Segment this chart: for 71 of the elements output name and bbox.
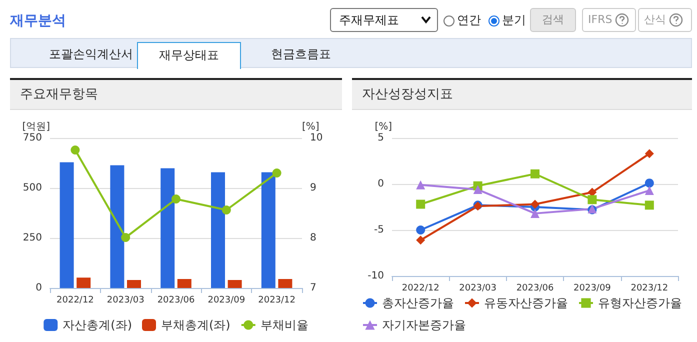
point <box>644 149 654 158</box>
legend-label: 유동자산증가율 <box>484 296 568 310</box>
y-axis-title: [억원] <box>22 122 50 132</box>
point <box>644 178 654 188</box>
point <box>70 146 80 154</box>
bar <box>127 280 141 288</box>
text: 산식 <box>638 8 692 32</box>
bar <box>228 280 242 288</box>
text: 주재무제표 <box>330 8 438 32</box>
x-tick-label: 2023/03 <box>106 296 144 306</box>
bar <box>177 279 192 288</box>
point <box>272 168 282 178</box>
y-axis-title: [%] <box>374 122 392 132</box>
x-tick-label: 2023/06 <box>516 284 554 294</box>
point <box>172 194 180 204</box>
bar <box>110 165 124 288</box>
point <box>473 185 482 194</box>
text: 연간 <box>456 12 481 29</box>
x-tick-label: 2023/03 <box>459 284 496 294</box>
point <box>416 180 426 190</box>
y2-tick-label: 9 <box>310 182 316 194</box>
point <box>530 208 540 218</box>
y-tick-label: 750 <box>22 132 42 144</box>
text: 현금흐름표 <box>270 46 332 63</box>
point <box>222 206 231 214</box>
y-tick-label: 5 <box>378 132 384 144</box>
x-tick-label: 2022/12 <box>402 284 440 294</box>
point <box>416 236 426 245</box>
point <box>416 226 426 234</box>
y2-tick-label: 8 <box>310 232 316 244</box>
y-tick-label: 500 <box>22 182 42 194</box>
text: 재무분석 <box>10 12 66 30</box>
y-tick-label: 0 <box>36 282 42 294</box>
y-tick-label: -5 <box>374 224 384 236</box>
legend-label: 부채총계(좌) <box>161 318 230 332</box>
bar <box>261 172 276 288</box>
point <box>530 169 540 178</box>
point <box>121 233 130 242</box>
point <box>416 200 426 209</box>
y-tick-label: -10 <box>368 270 384 282</box>
bar <box>160 168 175 288</box>
point <box>644 200 654 210</box>
bar <box>60 162 74 288</box>
chart-title: 주요재무항목 <box>10 78 342 110</box>
text: 분기 <box>501 12 526 29</box>
text: IFRS <box>582 8 636 32</box>
x-tick-label: 2023/12 <box>258 296 296 306</box>
point <box>530 200 540 209</box>
x-tick-label: 2022/12 <box>56 296 94 306</box>
chart-title: 자산성장성지표 <box>352 78 692 110</box>
bar <box>278 279 292 288</box>
y2-tick-label: 10 <box>310 132 323 144</box>
x-tick-label: 2023/09 <box>208 296 246 306</box>
y2-axis-title: [%] <box>302 122 320 132</box>
y-tick-label: 0 <box>378 178 384 190</box>
legend-label: 유형자산증가율 <box>598 296 682 310</box>
text: 검색 <box>530 8 576 32</box>
bar <box>76 278 91 288</box>
x-tick-label: 2023/09 <box>574 284 612 294</box>
bar <box>211 172 225 288</box>
point <box>588 195 597 204</box>
x-tick-label: 2023/12 <box>630 284 668 294</box>
y-tick-label: 250 <box>22 232 42 244</box>
y2-tick-label: 7 <box>310 282 316 294</box>
legend-label: 자산총계(좌) <box>62 318 132 332</box>
legend-label: 총자산증가율 <box>382 296 454 310</box>
legend-label: 부채비율 <box>260 318 308 332</box>
x-tick-label: 2023/06 <box>157 296 195 306</box>
text: 포괄손익계산서 <box>48 46 134 63</box>
legend-label: 자기자본증가율 <box>382 318 466 332</box>
point <box>644 186 654 195</box>
